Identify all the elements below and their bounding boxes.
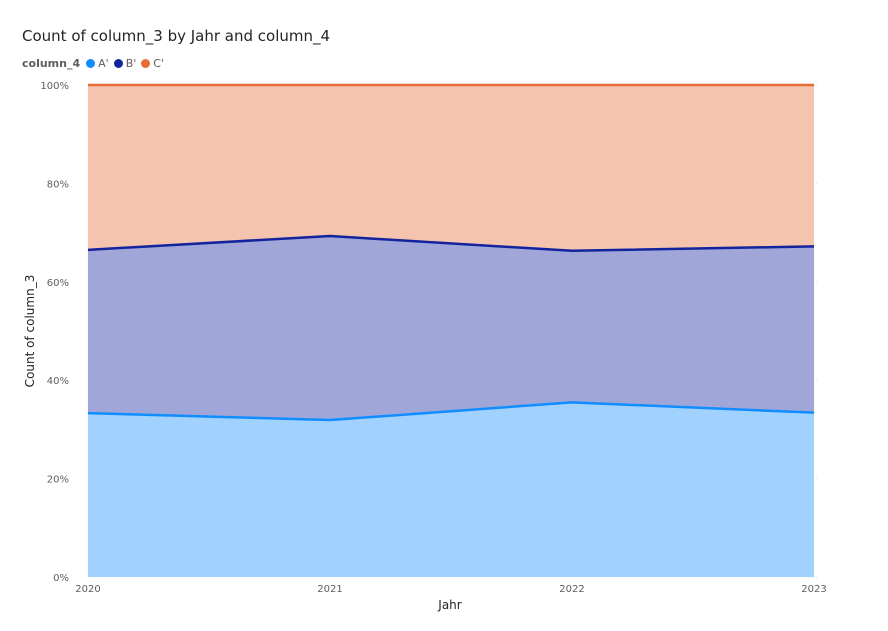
area-series-1[interactable] bbox=[88, 402, 814, 577]
y-tick-label: 40% bbox=[47, 376, 69, 387]
line-series-1[interactable] bbox=[87, 401, 815, 422]
legend-dot-c bbox=[141, 59, 151, 68]
legend-item-c[interactable]: C' bbox=[141, 57, 164, 70]
area-series-3[interactable] bbox=[88, 85, 814, 251]
ticks: 0% 20% 40% 60% 80% 100% 2020 2021 2022 2023 bbox=[40, 81, 826, 595]
legend-dot-b bbox=[113, 59, 123, 68]
area-series-2[interactable] bbox=[88, 236, 814, 421]
x-tick-label: 2020 bbox=[75, 584, 100, 595]
y-tick-label: 60% bbox=[47, 278, 69, 289]
y-tick-label: 0% bbox=[53, 573, 69, 584]
line-series-2[interactable] bbox=[87, 234, 815, 253]
x-axis-title: Jahr bbox=[437, 598, 461, 612]
legend-title: column_4 bbox=[22, 57, 81, 70]
x-tick-label: 2023 bbox=[801, 584, 826, 595]
legend-label-c: C' bbox=[153, 57, 164, 70]
areas bbox=[88, 85, 814, 577]
y-axis-title: Count of column_3 bbox=[23, 275, 37, 388]
legend-label-b: B' bbox=[125, 57, 137, 70]
chart-title: Count of column_3 by Jahr and column_4 bbox=[22, 27, 331, 45]
legend: column_4 A' B' C' bbox=[22, 57, 169, 70]
x-tick-label: 2021 bbox=[317, 584, 342, 595]
legend-label-a: A' bbox=[98, 57, 109, 70]
y-tick-label: 20% bbox=[47, 475, 69, 486]
y-tick-label: 100% bbox=[40, 81, 69, 92]
y-tick-label: 80% bbox=[47, 179, 69, 190]
x-tick-label: 2022 bbox=[559, 584, 584, 595]
legend-item-b[interactable]: B' bbox=[113, 57, 137, 70]
legend-dot-a bbox=[86, 59, 96, 68]
lines bbox=[87, 83, 815, 422]
legend-item-a[interactable]: A' bbox=[86, 57, 109, 70]
